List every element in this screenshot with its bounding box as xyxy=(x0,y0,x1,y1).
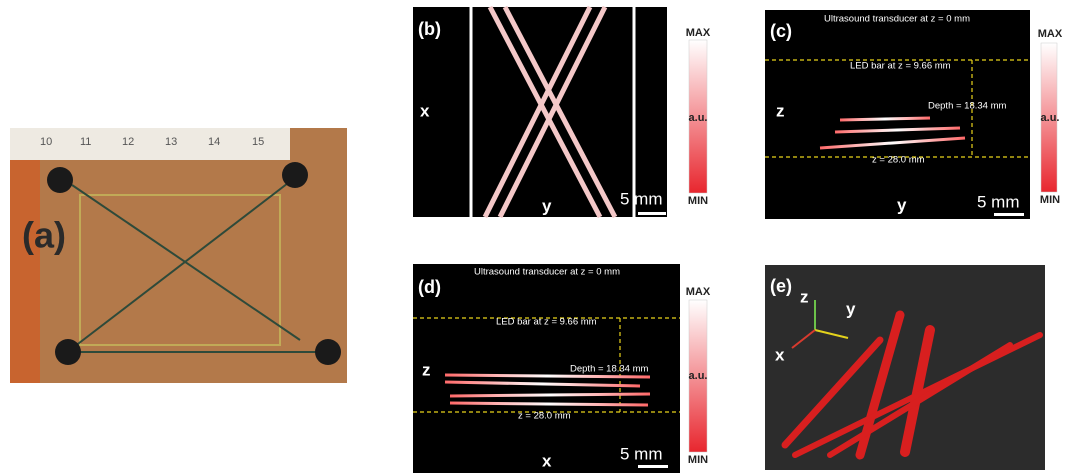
panel-c: Ultrasound transducer at z = 0 mm LED ba… xyxy=(765,10,1063,219)
colorbar-min: MIN xyxy=(1040,194,1060,206)
annotation: z = 28.0 mm xyxy=(872,155,925,166)
ruler-label: 10 xyxy=(40,136,52,148)
streak xyxy=(840,118,930,120)
figure: 10 11 12 13 14 15 (a) xyxy=(0,0,1073,473)
colorbar-min: MIN xyxy=(688,454,708,466)
axis-label: x xyxy=(542,451,552,470)
streak xyxy=(445,375,650,377)
axis-label: z xyxy=(776,101,785,120)
annotation: LED bar at z = 9.66 mm xyxy=(496,317,597,328)
panel-b: (b) x y 5 mm MAX a.u. MIN xyxy=(413,7,711,217)
axis-label: y xyxy=(846,299,856,318)
panel-label: (d) xyxy=(418,277,441,297)
ruler-label: 12 xyxy=(122,136,134,148)
scale-bar-label: 5 mm xyxy=(977,192,1020,211)
annotation: Depth = 18.34 mm xyxy=(570,364,649,375)
scale-bar xyxy=(994,213,1024,216)
panel-a: 10 11 12 13 14 15 (a) xyxy=(10,128,347,383)
knob xyxy=(47,167,73,193)
colorbar-max: MAX xyxy=(686,286,711,298)
axis-label: y xyxy=(542,196,552,215)
knob xyxy=(315,339,341,365)
panel-e: (e) z y x xyxy=(765,265,1045,470)
colorbar-unit: a.u. xyxy=(689,112,708,124)
scale-bar xyxy=(638,212,666,215)
annotation: LED bar at z = 9.66 mm xyxy=(850,61,951,72)
axis-label: z xyxy=(422,360,431,379)
ruler-label: 14 xyxy=(208,136,220,148)
knob xyxy=(282,162,308,188)
panel-label: (e) xyxy=(770,276,792,296)
streak xyxy=(450,394,650,396)
colorbar-min: MIN xyxy=(688,195,708,207)
knob xyxy=(55,339,81,365)
annotation: z = 28.0 mm xyxy=(518,411,571,422)
streak xyxy=(450,403,648,405)
colorbar-unit: a.u. xyxy=(1041,112,1060,124)
axis-label: y xyxy=(897,195,907,214)
colorbar-unit: a.u. xyxy=(689,370,708,382)
panel-d: Ultrasound transducer at z = 0 mm LED ba… xyxy=(413,264,711,473)
panel-label: (b) xyxy=(418,19,441,39)
annotation: Depth = 18.34 mm xyxy=(928,101,1007,112)
axis-label: x xyxy=(775,345,785,364)
scale-bar-label: 5 mm xyxy=(620,444,663,463)
page: {"panel_a": {"label": "(a)", "ruler_labe… xyxy=(0,0,1073,473)
ruler-label: 15 xyxy=(252,136,264,148)
annotation: Ultrasound transducer at z = 0 mm xyxy=(474,267,620,278)
colorbar-max: MAX xyxy=(686,27,711,39)
panel-label: (c) xyxy=(770,21,792,41)
annotation: Ultrasound transducer at z = 0 mm xyxy=(824,14,970,25)
scale-bar-label: 5 mm xyxy=(620,189,663,208)
axis-label: x xyxy=(420,101,430,120)
panel-label: (a) xyxy=(22,215,66,256)
axis-label: z xyxy=(800,287,809,306)
ruler-label: 11 xyxy=(80,136,91,148)
scale-bar xyxy=(638,465,668,468)
ruler-label: 13 xyxy=(165,136,177,148)
colorbar-max: MAX xyxy=(1038,28,1063,40)
image-background xyxy=(765,10,1030,219)
